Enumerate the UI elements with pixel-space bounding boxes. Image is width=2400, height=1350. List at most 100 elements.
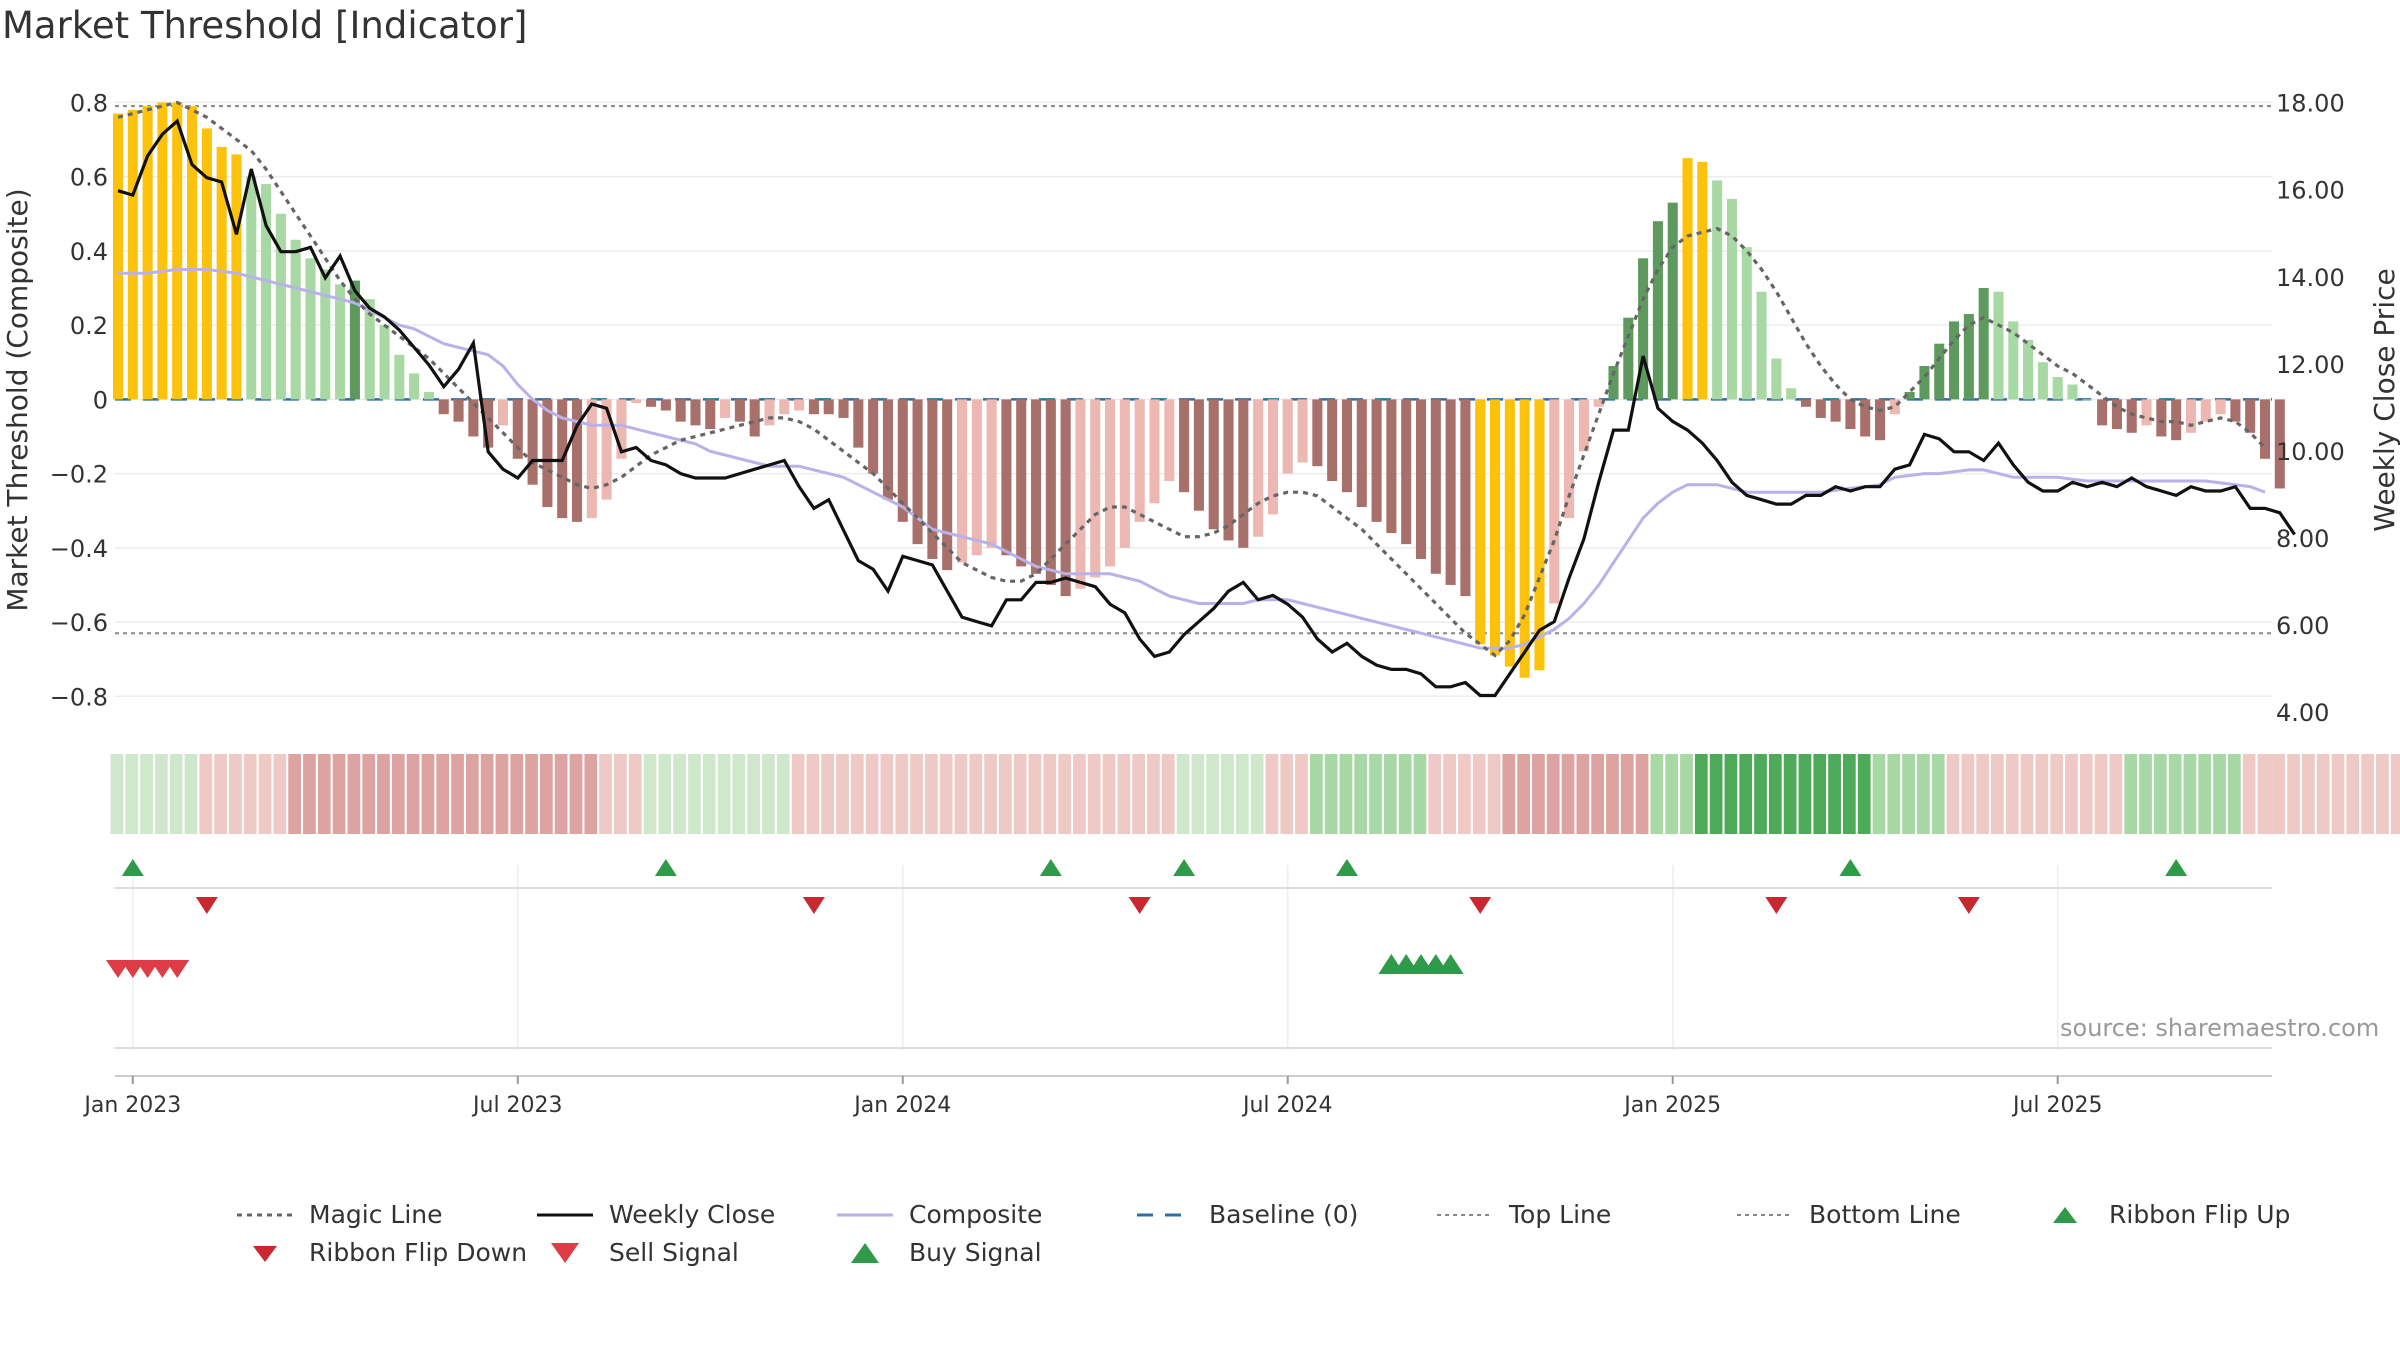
- y2-tick-label: 6.00: [2276, 612, 2329, 640]
- histogram-bar: [1164, 399, 1175, 482]
- histogram-bar: [1949, 321, 1960, 400]
- histogram-bar: [1223, 399, 1234, 541]
- histogram-bar: [823, 399, 834, 415]
- ribbon-segment: [1221, 754, 1234, 834]
- y-tick-label: 0.6: [70, 164, 108, 192]
- histogram-bar: [586, 399, 597, 519]
- ribbon-segment: [1502, 754, 1516, 834]
- ribbon-segment: [2376, 754, 2389, 834]
- magic-line: [117, 100, 2267, 658]
- histogram-bar: [1786, 388, 1797, 400]
- ribbon-segment: [2005, 754, 2019, 834]
- histogram-bar: [1504, 399, 1515, 667]
- histogram-bar: [2037, 362, 2048, 400]
- ribbon-segment: [1383, 754, 1397, 834]
- histogram-bar: [1667, 202, 1678, 400]
- legend-label: Buy Signal: [909, 1238, 1042, 1267]
- ribbon-flip-up-marker: [1839, 859, 1862, 876]
- ribbon-segment: [865, 754, 879, 834]
- ribbon-segment: [747, 754, 761, 834]
- x-tick-label: Jul 2024: [1241, 1093, 1333, 1118]
- histogram-bar: [1267, 399, 1278, 515]
- ribbon-segment: [436, 754, 450, 834]
- histogram-bar: [335, 284, 346, 400]
- ribbon-segment: [1991, 754, 2004, 834]
- histogram-bar: [1490, 399, 1501, 656]
- ribbon-segment: [658, 754, 672, 834]
- y-tick-label: 0.4: [70, 238, 108, 266]
- ribbon-segment: [2227, 754, 2241, 834]
- histogram-bar: [675, 399, 686, 422]
- histogram-bar: [2171, 399, 2182, 441]
- ribbon-segment: [214, 754, 227, 834]
- ribbon-segment: [2035, 754, 2049, 834]
- ribbon-segment: [1976, 754, 1989, 834]
- histogram-bar: [2008, 321, 2019, 400]
- histogram-bar: [1430, 399, 1441, 574]
- ribbon-flip-up-marker: [654, 859, 677, 876]
- ribbon-segment: [258, 754, 272, 834]
- histogram-bar: [542, 399, 553, 508]
- ribbon-segment: [510, 754, 524, 834]
- histogram-bar: [1193, 399, 1204, 511]
- ribbon-segment: [2272, 754, 2286, 834]
- ribbon-segment: [2257, 754, 2273, 834]
- ribbon-segment: [1931, 754, 1945, 834]
- ribbon-segment: [406, 754, 420, 834]
- histogram-bar: [1697, 161, 1708, 400]
- histogram-bar: [616, 399, 627, 459]
- ribbon-flip-down-marker: [1957, 897, 1980, 914]
- chart-title: Market Threshold [Indicator]: [2, 4, 528, 47]
- ribbon-segment: [984, 754, 997, 834]
- reference-lines: [115, 105, 2272, 635]
- histogram-bar: [1001, 399, 1012, 556]
- ribbon-segment: [495, 754, 509, 834]
- histogram-bar: [1519, 399, 1530, 678]
- histogram-bars: [112, 102, 2285, 678]
- histogram-bar: [1741, 247, 1752, 400]
- histogram-bar: [1327, 399, 1338, 482]
- composite-line: [118, 268, 2266, 650]
- histogram-bar: [1682, 158, 1693, 400]
- histogram-bar: [394, 354, 405, 400]
- histogram-bar: [2067, 384, 2078, 400]
- y-tick-label: −0.2: [50, 461, 108, 489]
- y-tick-label: 0.2: [70, 312, 108, 340]
- histogram-bar: [1030, 399, 1042, 574]
- ribbon-segment: [421, 754, 435, 834]
- histogram-bar: [1075, 399, 1086, 589]
- y-tick-label: −0.6: [50, 609, 108, 637]
- histogram-bar: [1771, 358, 1782, 400]
- ribbon-segment: [362, 754, 376, 834]
- histogram-bar: [1445, 399, 1456, 585]
- legend-label: Ribbon Flip Down: [309, 1238, 528, 1267]
- ribbon-segment: [2020, 754, 2034, 834]
- ribbon-segment: [1517, 754, 1530, 834]
- ribbon-segment: [1813, 754, 1827, 834]
- histogram-bar: [1297, 399, 1308, 463]
- y2-tick-label: 4.00: [2276, 699, 2329, 727]
- histogram-bar: [1756, 291, 1767, 400]
- histogram-bar: [409, 373, 420, 400]
- histogram-bar: [897, 399, 908, 522]
- ribbon-segment: [1043, 754, 1057, 834]
- ribbon-segment: [614, 754, 627, 834]
- histogram-bar: [1016, 399, 1027, 567]
- histogram-bar: [1578, 399, 1589, 452]
- ribbon-segment: [954, 754, 968, 834]
- y2-tick-label: 12.00: [2276, 351, 2345, 379]
- ribbon-segment: [1206, 754, 1220, 834]
- ribbon-segment: [806, 754, 820, 834]
- histogram-bar: [275, 213, 286, 400]
- ribbon-segment: [1754, 754, 1767, 834]
- legend-swatch-bottom-line: [1737, 1213, 1793, 1216]
- ribbon-segment: [110, 754, 124, 834]
- gridlines: [115, 101, 2272, 1050]
- ribbon-segment: [2139, 754, 2152, 834]
- histogram-bar: [1934, 343, 1945, 400]
- legend-label: Baseline (0): [1209, 1200, 1359, 1229]
- legend-item-sell-signal: Sell Signal: [535, 1238, 739, 1267]
- histogram-bar: [246, 176, 257, 400]
- triangle-up-icon: [851, 1242, 879, 1263]
- ribbon-segment: [2361, 754, 2374, 834]
